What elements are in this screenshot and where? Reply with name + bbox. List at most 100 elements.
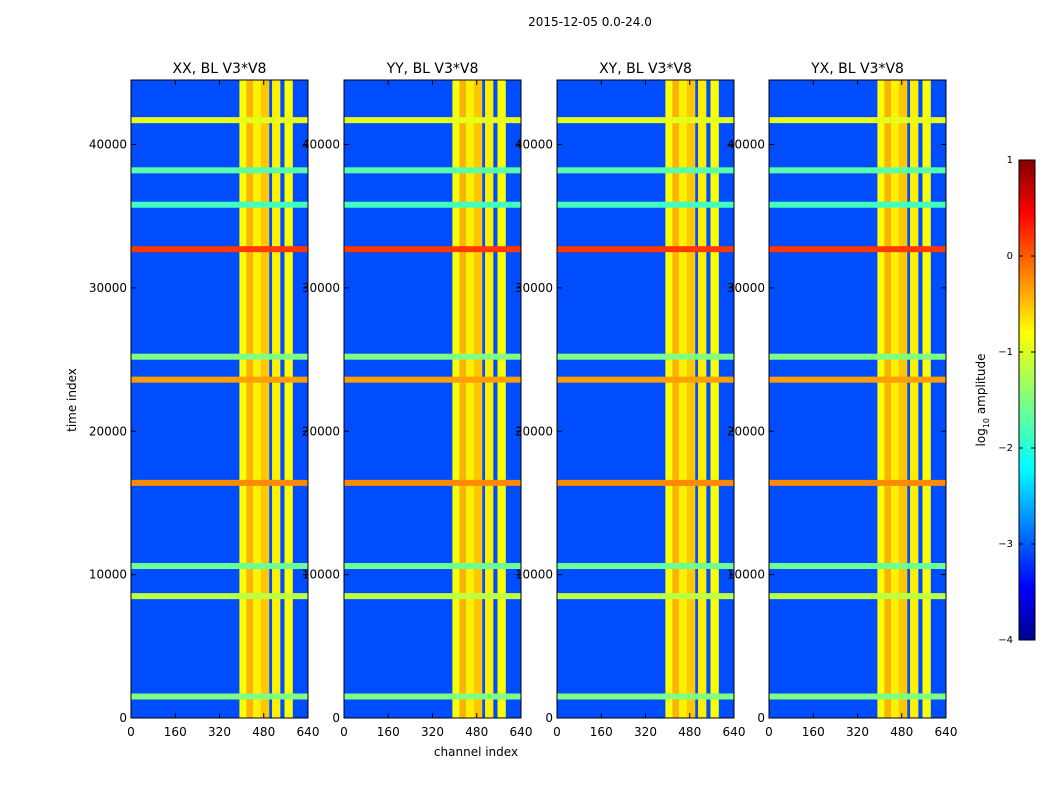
horizontal-line <box>557 693 734 700</box>
x-tick-label: 640 <box>723 725 746 739</box>
y-tick-label: 30000 <box>89 281 127 295</box>
horizontal-line <box>344 479 521 486</box>
vertical-band <box>922 80 931 718</box>
horizontal-line <box>557 167 734 174</box>
vertical-band <box>239 80 247 718</box>
vertical-band <box>877 80 885 718</box>
x-tick-label: 480 <box>465 725 488 739</box>
horizontal-line <box>557 201 734 208</box>
horizontal-line <box>769 353 946 360</box>
heatmap-panels: XX, BL V3*V8 0 160 320 480 640 0 10000 20000 3000… <box>89 61 958 739</box>
y-tick-label: 0 <box>757 711 765 725</box>
heatmap-background <box>557 80 734 718</box>
vertical-band <box>260 80 270 718</box>
horizontal-line <box>557 353 734 360</box>
horizontal-line <box>557 117 734 124</box>
y-tick-label: 10000 <box>302 568 340 582</box>
vertical-band <box>686 80 696 718</box>
x-tick-label: 640 <box>510 725 533 739</box>
x-tick-label: 160 <box>164 725 187 739</box>
horizontal-line <box>131 201 308 208</box>
horizontal-line <box>344 563 521 570</box>
vertical-band <box>452 80 460 718</box>
panel-yy: YY, BL V3*V8 0 160 320 480 640 0 10000 20000 3000… <box>302 61 533 739</box>
y-tick-label: 0 <box>545 711 553 725</box>
y-tick-label: 30000 <box>727 281 765 295</box>
x-axis-label: channel index <box>434 745 518 759</box>
colorbar-tick-label: −3 <box>998 539 1013 550</box>
horizontal-line <box>131 376 308 383</box>
y-tick-label: 40000 <box>89 138 127 152</box>
y-tick-label: 0 <box>332 711 340 725</box>
horizontal-line <box>344 246 521 253</box>
horizontal-line <box>131 246 308 253</box>
y-tick-label: 30000 <box>515 281 553 295</box>
x-tick-label: 0 <box>340 725 348 739</box>
colorbar-tick-label: −4 <box>998 635 1013 646</box>
horizontal-line <box>557 246 734 253</box>
horizontal-line <box>769 201 946 208</box>
vertical-band <box>910 80 919 718</box>
y-axis-label: time index <box>65 368 79 432</box>
panel-title: XY, BL V3*V8 <box>599 61 692 77</box>
panel-title: XX, BL V3*V8 <box>173 61 267 77</box>
horizontal-line <box>131 593 308 600</box>
y-tick-label: 20000 <box>727 424 765 438</box>
horizontal-line <box>131 563 308 570</box>
vertical-band <box>485 80 494 718</box>
horizontal-line <box>344 376 521 383</box>
horizontal-line <box>131 117 308 124</box>
panel-xy: XY, BL V3*V8 0 160 320 480 640 0 10000 20000 3000… <box>515 61 746 739</box>
colorbar-tick-label: −1 <box>998 347 1013 358</box>
x-tick-label: 320 <box>634 725 657 739</box>
vertical-band <box>898 80 908 718</box>
y-tick-label: 40000 <box>515 138 553 152</box>
vertical-band <box>497 80 506 718</box>
y-tick-label: 10000 <box>515 568 553 582</box>
colorbar-label-sub: 10 <box>982 418 991 428</box>
colorbar-ticks: 1 0 −1 −2 −3 −4 <box>998 155 1035 646</box>
x-tick-label: 0 <box>765 725 773 739</box>
heatmap-background <box>131 80 308 718</box>
horizontal-line <box>769 246 946 253</box>
vertical-band <box>252 80 261 718</box>
vertical-band <box>284 80 293 718</box>
horizontal-line <box>769 693 946 700</box>
horizontal-line <box>131 479 308 486</box>
vertical-band <box>884 80 891 718</box>
y-tick-label: 20000 <box>515 424 553 438</box>
vertical-band <box>672 80 679 718</box>
vertical-band <box>246 80 253 718</box>
y-tick-label: 10000 <box>89 568 127 582</box>
panel-title: YY, BL V3*V8 <box>386 61 479 77</box>
horizontal-line <box>344 353 521 360</box>
horizontal-line <box>344 593 521 600</box>
colorbar: 10−1−2−3−4 log10 amplitude <box>974 155 1036 646</box>
horizontal-line <box>557 593 734 600</box>
horizontal-line <box>131 693 308 700</box>
horizontal-line <box>131 167 308 174</box>
x-tick-label: 320 <box>208 725 231 739</box>
y-tick-label: 30000 <box>302 281 340 295</box>
y-tick-label: 40000 <box>302 138 340 152</box>
panel-xx: XX, BL V3*V8 0 160 320 480 640 0 10000 20000 3000… <box>89 61 320 739</box>
x-tick-label: 160 <box>802 725 825 739</box>
horizontal-line <box>344 117 521 124</box>
heatmap-background <box>769 80 946 718</box>
panel-title: YX, BL V3*V8 <box>810 61 904 77</box>
vertical-band <box>665 80 673 718</box>
x-tick-label: 320 <box>846 725 869 739</box>
x-tick-label: 320 <box>421 725 444 739</box>
horizontal-line <box>344 693 521 700</box>
y-tick-label: 20000 <box>302 424 340 438</box>
horizontal-line <box>557 479 734 486</box>
vertical-band <box>465 80 474 718</box>
heatmap-background <box>344 80 521 718</box>
x-tick-label: 0 <box>553 725 561 739</box>
y-tick-label: 40000 <box>727 138 765 152</box>
x-tick-label: 480 <box>678 725 701 739</box>
x-tick-label: 0 <box>127 725 135 739</box>
colorbar-label-log: log <box>974 428 988 446</box>
x-tick-label: 160 <box>377 725 400 739</box>
